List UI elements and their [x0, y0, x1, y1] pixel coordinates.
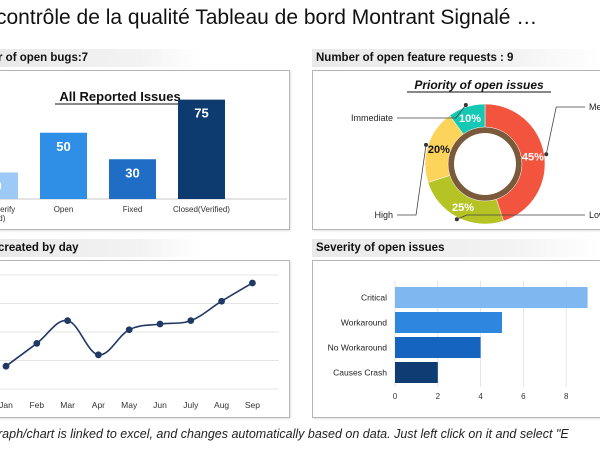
leader-line — [456, 214, 585, 220]
data-point — [64, 317, 71, 324]
data-point — [125, 326, 133, 334]
daily-panel[interactable]: Jan Feb Mar Apr May Jun July Aug Sep — [0, 260, 290, 418]
bar-value-label: 50 — [56, 139, 70, 154]
slice-value-label: 25% — [452, 202, 474, 214]
data-point — [33, 340, 41, 347]
slice-category-label: Low — [589, 210, 600, 220]
chart-title: All Reported Issues — [59, 89, 180, 104]
x-tick-label: 2 — [436, 392, 441, 401]
category-label: Workaround — [341, 318, 387, 328]
donut-hole — [454, 133, 516, 195]
bar-value-label: 30 — [125, 165, 139, 180]
bar — [395, 312, 502, 333]
slice-category-label: High — [374, 210, 393, 220]
slice-category-label: Med — [589, 102, 600, 112]
slice-value-label: 20% — [428, 144, 450, 156]
category-label: Closed(Verified) — [173, 205, 230, 214]
x-tick-label: Feb — [29, 400, 44, 410]
category-label: Fixed — [123, 205, 143, 214]
series-line — [5, 282, 253, 367]
data-point — [156, 320, 164, 328]
donut-slice — [484, 103, 546, 222]
chart-title: Priority of open issues — [414, 78, 544, 92]
severity-panel[interactable]: 0 2 4 6 8 Critical Workaround No Workaround Caus… — [312, 260, 600, 418]
bar — [395, 337, 481, 358]
open-bugs-title: r of open bugs:7 — [0, 52, 89, 64]
daily-created-title: created by day — [0, 242, 79, 254]
bar — [178, 99, 225, 199]
category-label: Causes Crash — [333, 368, 387, 378]
bar — [40, 132, 87, 199]
reported-issues-bar-chart[interactable]: All Reported Issues 20 Open(verifyfailed) 5… — [0, 71, 290, 230]
x-tick-label: Aug — [214, 400, 229, 410]
open-feature-requests-title: Number of open feature requests : 9 — [316, 52, 514, 64]
x-tick-label: 4 — [478, 392, 483, 401]
category-label: No Workaround — [328, 343, 388, 353]
leader-dot — [424, 142, 429, 147]
bar — [0, 172, 18, 199]
category-label: failed) — [0, 214, 6, 223]
x-tick-label: Jan — [0, 400, 13, 410]
priority-donut-chart[interactable]: Priority of open issues 45% Med 25% Low 20% Hi… — [313, 71, 600, 230]
bar-value-label: 20 — [0, 179, 2, 194]
x-tick-label: 6 — [521, 392, 526, 401]
x-tick-label: Jun — [153, 400, 167, 410]
category-label: Open(verify — [0, 205, 15, 214]
leader-line — [545, 106, 585, 155]
bugs-panel[interactable]: All Reported Issues 20 Open(verifyfailed) 5… — [0, 70, 290, 230]
data-point — [2, 362, 10, 370]
x-tick-label: May — [121, 400, 138, 410]
slice-value-label: 10% — [459, 113, 481, 125]
footer-note: raph/chart is linked to excel, and chang… — [0, 427, 569, 441]
section-header-bar — [0, 49, 200, 67]
severity-title: Severity of open issues — [316, 242, 445, 254]
bar — [395, 362, 438, 383]
section-header-bar — [312, 49, 600, 67]
page-title: contrôle de la qualité Tableau de bord M… — [0, 6, 538, 29]
section-header-bar — [312, 239, 600, 257]
section-header-bar — [0, 239, 200, 257]
x-tick-label: July — [183, 400, 199, 410]
x-tick-label: 0 — [393, 392, 398, 401]
x-tick-label: 8 — [564, 392, 569, 401]
data-point — [218, 297, 226, 305]
donut-slice — [449, 103, 486, 135]
priority-panel[interactable]: Priority of open issues 45% Med 25% Low 20% Hi… — [312, 70, 600, 230]
bar — [109, 159, 156, 199]
category-label: Critical — [361, 293, 387, 303]
data-point — [95, 351, 102, 359]
x-tick-label: Sep — [245, 400, 260, 410]
slice-category-label: Immediate — [351, 113, 393, 123]
severity-hbar-chart[interactable]: 0 2 4 6 8 Critical Workaround No Workaround Caus… — [313, 261, 600, 418]
daily-line-chart[interactable]: Jan Feb Mar Apr May Jun July Aug Sep — [0, 261, 290, 418]
bar-value-label: 75 — [194, 106, 208, 121]
bar — [395, 287, 588, 308]
x-tick-label: Mar — [60, 400, 75, 410]
x-tick-label: Apr — [92, 400, 105, 410]
leader-line — [397, 144, 427, 216]
category-label: Open — [54, 205, 74, 214]
data-point — [249, 279, 256, 287]
leader-line — [397, 104, 467, 119]
data-point — [187, 317, 195, 324]
slice-value-label: 45% — [522, 151, 544, 163]
